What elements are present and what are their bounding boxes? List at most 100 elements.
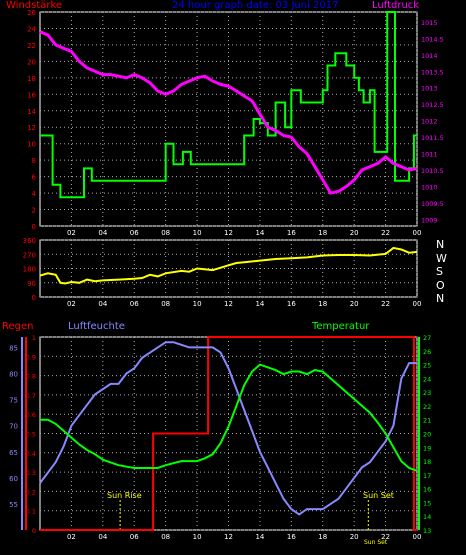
rain-y-tick-label: 0.1 xyxy=(26,508,36,516)
temperature-y-tick-label: 21 xyxy=(423,417,431,425)
pressure-y-tick-label: 1009 xyxy=(421,216,438,224)
sun-rise-label: Sun Rise xyxy=(107,491,142,500)
pressure-y-tick-label: 1012.5 xyxy=(421,101,444,109)
x-tick-label: 00 xyxy=(413,300,422,308)
rain-title: Regen xyxy=(2,321,34,332)
x-tick-label: 16 xyxy=(287,300,296,308)
rain-y-tick-label: 0.9 xyxy=(26,353,36,361)
header-date-title: 24 hour graph date: 03 Juni 2017 xyxy=(172,0,339,11)
pressure-y-tick-label: 1010.5 xyxy=(421,167,444,175)
temperature-y-tick-label: 22 xyxy=(423,403,431,411)
humidity-y-tick-label: 80 xyxy=(9,371,18,379)
x-tick-label: 14 xyxy=(255,300,264,308)
x-tick-label: 12 xyxy=(224,300,233,308)
direction-y-tick-label: 90 xyxy=(27,280,36,288)
humidity-y-tick-label: 85 xyxy=(9,344,18,352)
x-tick-label: 06 xyxy=(130,300,139,308)
wind-y-tick-label: 26 xyxy=(27,9,36,17)
compass-label: N xyxy=(436,238,445,251)
x-tick-label: 10 xyxy=(193,229,202,237)
compass-label: O xyxy=(436,278,445,292)
pressure-y-tick-label: 1011 xyxy=(421,151,438,159)
x-tick-label: 12 xyxy=(224,533,233,541)
x-tick-label: 22 xyxy=(381,300,390,308)
x-tick-label: 00 xyxy=(413,533,422,541)
wind-y-tick-label: 12 xyxy=(27,124,36,132)
rain-y-tick-label: 0.3 xyxy=(26,469,36,477)
wind-y-tick-label: 24 xyxy=(27,25,36,33)
x-tick-label: 02 xyxy=(67,229,76,237)
x-tick-label: 08 xyxy=(161,533,170,541)
temperature-y-tick-label: 25 xyxy=(423,362,431,370)
rain-y-tick-label: 0.6 xyxy=(26,411,36,419)
temperature-y-tick-label: 14 xyxy=(423,513,431,521)
x-tick-label: 20 xyxy=(350,229,359,237)
direction-y-tick-label: 270 xyxy=(23,251,36,259)
x-tick-label: 00 xyxy=(413,229,422,237)
temperature-y-tick-label: 24 xyxy=(423,375,431,383)
x-tick-label: 12 xyxy=(224,229,233,237)
humidity-y-tick-label: 70 xyxy=(9,423,18,431)
x-tick-label: 04 xyxy=(98,229,107,237)
wind-y-tick-label: 14 xyxy=(27,108,36,116)
pressure-y-tick-label: 1014.5 xyxy=(421,35,444,43)
direction-y-tick-label: 0 xyxy=(32,294,36,302)
x-tick-label: 08 xyxy=(161,229,170,237)
temperature-y-tick-label: 18 xyxy=(423,458,431,466)
pressure-y-tick-label: 1015 xyxy=(421,19,438,27)
pressure-line xyxy=(39,30,418,195)
sun-set-label: Sun Set xyxy=(363,491,394,500)
x-tick-label: 18 xyxy=(318,533,327,541)
x-tick-label: 20 xyxy=(350,533,359,541)
pressure-y-tick-label: 1010 xyxy=(421,183,438,191)
humidity-title: Luftfeuchte xyxy=(68,321,125,332)
temperature-y-tick-label: 20 xyxy=(423,431,431,439)
wind-y-tick-label: 18 xyxy=(27,75,36,83)
humidity-y-tick-label: 60 xyxy=(9,475,18,483)
direction-y-tick-label: 360 xyxy=(23,237,36,245)
wind-y-tick-label: 2 xyxy=(32,207,36,215)
rain-y-tick-label: 0.8 xyxy=(26,373,36,381)
pressure-y-tick-label: 1013 xyxy=(421,85,438,93)
compass-label: W xyxy=(436,251,447,265)
chart-series xyxy=(21,11,420,531)
wind-y-tick-label: 6 xyxy=(32,174,37,182)
pressure-y-tick-label: 1011.5 xyxy=(421,134,444,142)
temperature-y-tick-label: 17 xyxy=(423,472,431,480)
x-tick-label: 10 xyxy=(193,533,202,541)
x-tick-label: 04 xyxy=(98,533,107,541)
temperature-y-tick-label: 27 xyxy=(423,334,431,342)
pressure-y-tick-label: 1014 xyxy=(421,52,438,60)
temperature-y-tick-label: 15 xyxy=(423,499,431,507)
wind-y-tick-label: 4 xyxy=(32,190,37,198)
humidity-line xyxy=(39,341,417,516)
humidity-y-tick-label: 55 xyxy=(9,501,18,509)
wind-pressure-panel xyxy=(39,11,418,227)
x-tick-label: 20 xyxy=(350,300,359,308)
pressure-y-tick-label: 1013.5 xyxy=(421,68,444,76)
wind-y-tick-label: 20 xyxy=(27,58,36,66)
x-tick-label: 22 xyxy=(381,533,390,541)
direction-y-tick-label: 180 xyxy=(23,266,36,274)
rain-y-tick-label: 0 xyxy=(32,527,36,535)
rain-y-tick-label: 1 xyxy=(32,334,36,342)
pressure-y-tick-label: 1012 xyxy=(421,118,438,126)
compass-label: N xyxy=(436,292,445,305)
sun-set-small-label: Sun Set xyxy=(364,539,388,546)
wind-direction-line xyxy=(39,246,418,285)
rain-y-tick-label: 0.4 xyxy=(26,450,36,458)
rain-y-tick-label: 0.2 xyxy=(26,488,36,496)
compass-label: S xyxy=(436,265,443,278)
rain-y-tick-label: 0.7 xyxy=(26,392,36,400)
pressure-y-tick-label: 1009.5 xyxy=(421,200,444,208)
x-tick-label: 18 xyxy=(318,229,327,237)
wind-y-tick-label: 0 xyxy=(32,223,36,231)
temperature-line xyxy=(40,363,418,472)
humidity-y-tick-label: 65 xyxy=(9,449,18,457)
wind-y-tick-label: 10 xyxy=(27,141,36,149)
wind-speed-line xyxy=(40,11,417,199)
temperature-y-tick-label: 23 xyxy=(423,389,431,397)
